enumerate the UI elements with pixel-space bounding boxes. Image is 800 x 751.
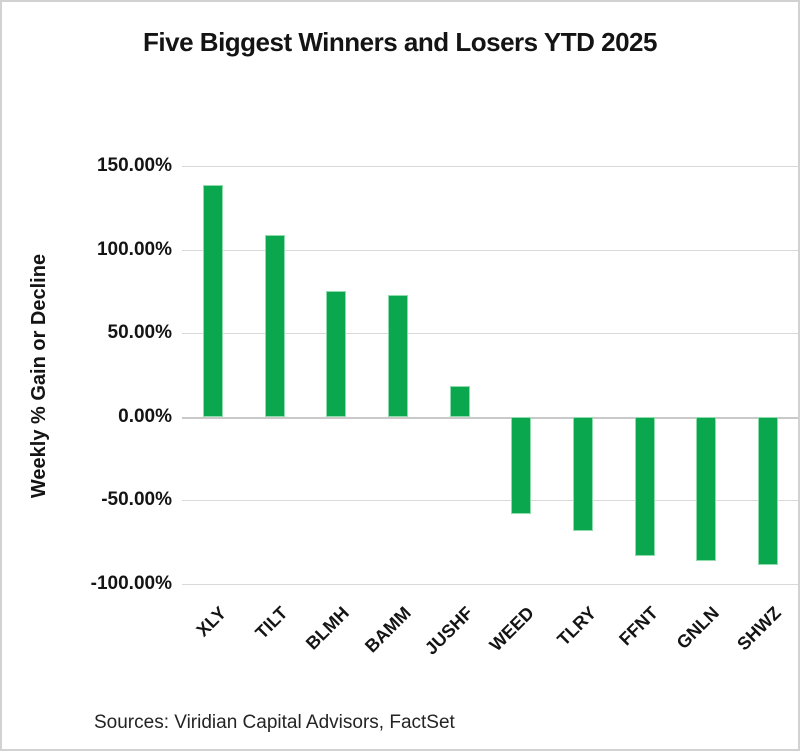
y-tick-label: 50.00%	[107, 322, 172, 344]
x-category-label-tlry: TLRY	[553, 602, 600, 650]
bar-blmh	[326, 291, 347, 417]
y-tick-label: 150.00%	[96, 155, 172, 176]
gridline	[182, 166, 798, 167]
bar-shwz	[758, 416, 779, 565]
bar-gnln	[696, 416, 717, 561]
bar-tlry	[573, 416, 594, 532]
plot-area	[182, 166, 798, 585]
x-category-label-weed: WEED	[485, 602, 539, 656]
bar-weed	[511, 416, 532, 514]
x-category-label-xly: XLY	[191, 602, 230, 641]
gridline	[182, 500, 798, 502]
x-category-label-ffnt: FFNT	[614, 602, 662, 650]
y-tick-label: -50.00%	[101, 489, 172, 511]
y-tick-label: 0.00%	[118, 405, 172, 427]
chart-title: Five Biggest Winners and Losers YTD 2025	[143, 27, 657, 57]
y-tick-label: 100.00%	[96, 238, 172, 260]
x-category-label-bamm: BAMM	[361, 602, 415, 657]
x-category-label-tilt: TILT	[251, 602, 292, 643]
bar-bamm	[387, 294, 408, 417]
bar-xly	[202, 185, 223, 417]
x-category-label-gnln: GNLN	[673, 602, 724, 653]
bar-tilt	[264, 235, 285, 417]
zero-axis-line	[182, 416, 798, 419]
gridline	[182, 584, 798, 585]
y-tick-label: -100.00%	[90, 573, 172, 594]
x-category-label-shwz: SHWZ	[733, 602, 786, 655]
x-category-label-blmh: BLMH	[302, 602, 354, 654]
bar-jushf	[449, 385, 470, 417]
source-note: Sources: Viridian Capital Advisors, Fact…	[94, 712, 455, 733]
x-category-label-jushf: JUSHF	[420, 602, 477, 659]
gridline	[182, 249, 798, 251]
y-axis-title: Weekly % Gain or Decline	[28, 253, 50, 499]
gridline	[182, 333, 798, 335]
bar-ffnt	[634, 416, 655, 556]
